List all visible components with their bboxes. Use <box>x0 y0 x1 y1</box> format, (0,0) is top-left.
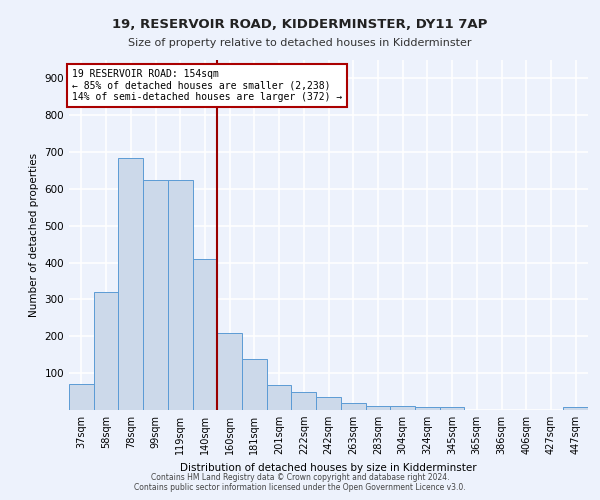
Bar <box>390 406 415 410</box>
Text: Contains HM Land Registry data © Crown copyright and database right 2024.
Contai: Contains HM Land Registry data © Crown c… <box>134 473 466 492</box>
Bar <box>292 392 316 410</box>
Text: Size of property relative to detached houses in Kidderminster: Size of property relative to detached ho… <box>128 38 472 48</box>
Bar <box>217 332 242 410</box>
Bar <box>94 292 118 410</box>
Bar <box>118 158 143 410</box>
Text: 19 RESERVOIR ROAD: 154sqm
← 85% of detached houses are smaller (2,238)
14% of se: 19 RESERVOIR ROAD: 154sqm ← 85% of detac… <box>71 69 342 102</box>
Y-axis label: Number of detached properties: Number of detached properties <box>29 153 39 317</box>
Bar <box>440 407 464 410</box>
Text: 19, RESERVOIR ROAD, KIDDERMINSTER, DY11 7AP: 19, RESERVOIR ROAD, KIDDERMINSTER, DY11 … <box>112 18 488 30</box>
Bar <box>316 397 341 410</box>
Bar <box>168 180 193 410</box>
Bar <box>341 402 365 410</box>
Bar <box>143 180 168 410</box>
Bar <box>415 407 440 410</box>
Bar <box>563 407 588 410</box>
Bar <box>267 385 292 410</box>
Bar <box>69 384 94 410</box>
X-axis label: Distribution of detached houses by size in Kidderminster: Distribution of detached houses by size … <box>180 462 477 472</box>
Bar <box>365 406 390 410</box>
Bar <box>242 359 267 410</box>
Bar <box>193 259 217 410</box>
